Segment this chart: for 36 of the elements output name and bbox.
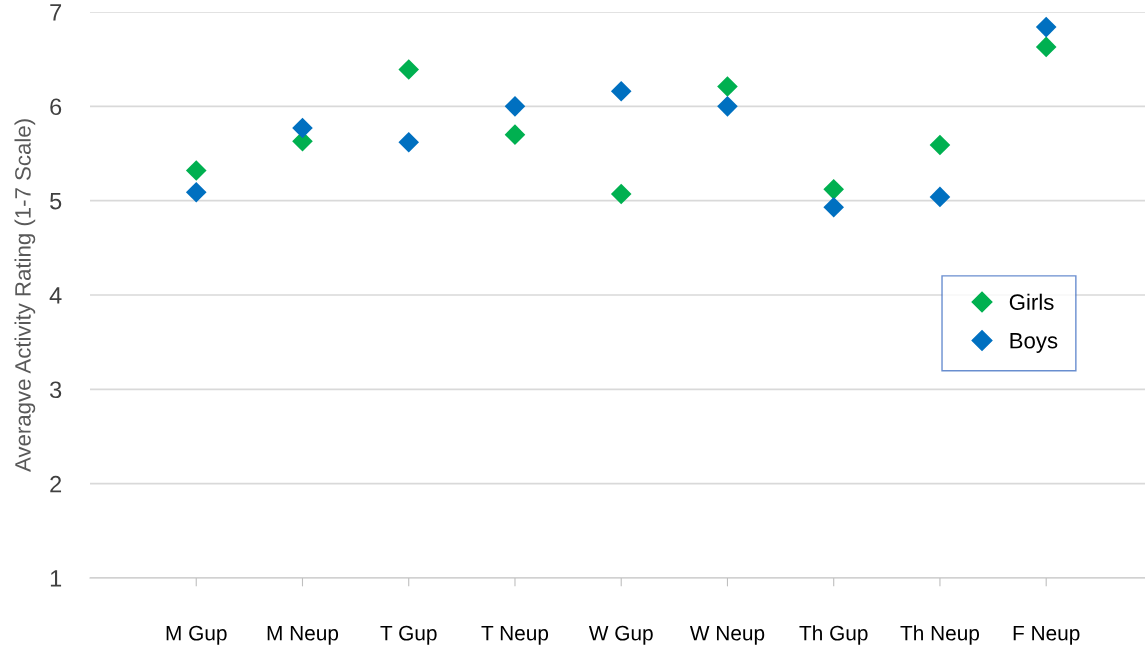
x-tick-label: M Gup xyxy=(166,625,227,645)
x-tick-label: M Neup xyxy=(267,625,339,645)
point xyxy=(929,134,951,156)
point xyxy=(929,186,951,208)
y-tick-label: 7 xyxy=(50,4,62,21)
y-tick-label: 6 xyxy=(50,98,62,116)
point xyxy=(398,59,420,80)
x-tick-label: W Gup xyxy=(588,625,653,645)
point xyxy=(185,181,207,203)
legend-label: Girls xyxy=(1009,293,1054,311)
x-tick-label: W Neup xyxy=(689,625,765,645)
y-tick-label: 4 xyxy=(49,287,62,304)
point xyxy=(185,160,207,181)
x-tick-label: Th Gup xyxy=(799,625,868,645)
x-tick-label: T Gup xyxy=(380,625,437,645)
point xyxy=(1035,16,1057,38)
y-tick-label: 2 xyxy=(50,475,62,493)
point xyxy=(504,124,526,145)
x-tick-label: F Neup xyxy=(1013,625,1080,645)
point xyxy=(1035,36,1057,58)
x-tick-label: T Neup xyxy=(481,625,549,645)
point xyxy=(823,196,845,218)
y-tick-label: 3 xyxy=(49,381,62,399)
point xyxy=(717,76,738,97)
point xyxy=(398,131,420,153)
point xyxy=(610,183,632,205)
point xyxy=(292,117,313,139)
x-tick-label: Th Neup xyxy=(900,625,980,645)
legend-label: Boys xyxy=(1010,333,1058,353)
point xyxy=(823,179,845,200)
point xyxy=(610,80,632,102)
point xyxy=(717,96,738,117)
y-tick-label: 5 xyxy=(50,192,62,210)
y-axis-title: Averagve Activity Rating (1-7 Scale) xyxy=(14,119,36,472)
y-tick-label: 1 xyxy=(50,570,62,587)
point xyxy=(504,96,526,117)
